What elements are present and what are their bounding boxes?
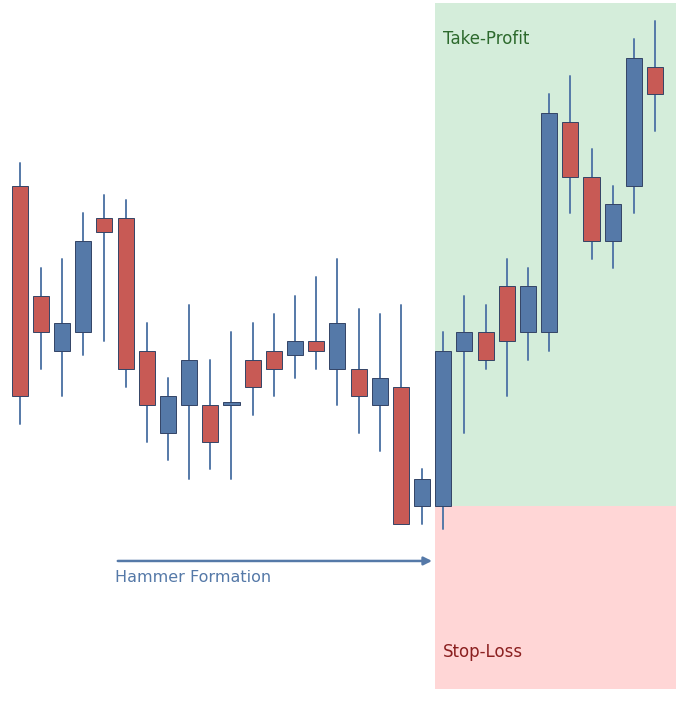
- Bar: [139, 350, 155, 405]
- Bar: [287, 341, 303, 355]
- Bar: [308, 341, 325, 350]
- Bar: [393, 387, 409, 524]
- Bar: [520, 287, 536, 332]
- Bar: [244, 360, 261, 387]
- Bar: [75, 240, 91, 332]
- Bar: [435, 350, 452, 506]
- Text: Stop-Loss: Stop-Loss: [443, 644, 524, 662]
- Bar: [583, 177, 600, 240]
- Bar: [202, 405, 219, 442]
- Bar: [96, 218, 113, 231]
- Bar: [371, 378, 388, 405]
- Bar: [329, 323, 346, 369]
- Bar: [562, 122, 579, 177]
- Bar: [477, 332, 494, 360]
- Bar: [435, 3, 676, 506]
- Bar: [541, 113, 557, 332]
- Bar: [54, 323, 70, 350]
- Bar: [456, 332, 473, 350]
- Bar: [265, 350, 282, 369]
- Bar: [12, 186, 28, 396]
- Bar: [33, 296, 49, 332]
- Bar: [181, 360, 197, 405]
- Bar: [626, 57, 642, 186]
- Text: Take-Profit: Take-Profit: [443, 30, 530, 48]
- Bar: [117, 218, 134, 369]
- Bar: [499, 287, 515, 341]
- Bar: [435, 506, 676, 689]
- Bar: [350, 369, 367, 396]
- Bar: [647, 67, 663, 94]
- Bar: [604, 204, 621, 240]
- Bar: [414, 479, 430, 506]
- Bar: [160, 396, 176, 433]
- Bar: [223, 402, 240, 405]
- Text: Hammer Formation: Hammer Formation: [115, 570, 271, 585]
